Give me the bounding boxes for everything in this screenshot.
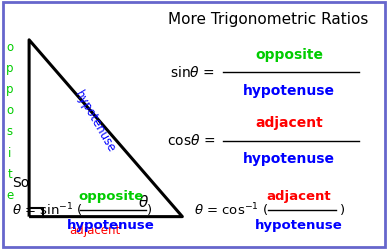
Text: $\theta$ = sin$^{-1}$ (: $\theta$ = sin$^{-1}$ (: [12, 202, 83, 219]
Text: $\theta$ = cos$^{-1}$ (: $\theta$ = cos$^{-1}$ (: [194, 202, 268, 219]
Text: $\theta$: $\theta$: [138, 194, 149, 210]
Text: p: p: [6, 83, 14, 96]
Text: t: t: [7, 168, 12, 181]
Text: hypotenuse: hypotenuse: [243, 84, 335, 98]
Text: adjacent: adjacent: [255, 116, 323, 130]
Text: o: o: [6, 41, 13, 54]
Text: e: e: [6, 189, 13, 202]
Text: hypotenuse: hypotenuse: [67, 219, 154, 232]
Text: cos$\theta$ =: cos$\theta$ =: [167, 133, 215, 148]
Text: hypotenuse: hypotenuse: [72, 89, 118, 155]
Text: adjacent: adjacent: [69, 224, 121, 237]
Text: opposite: opposite: [255, 48, 323, 62]
Text: opposite: opposite: [78, 190, 143, 203]
Text: o: o: [6, 104, 13, 117]
Text: ): ): [340, 204, 345, 217]
Text: So: So: [12, 176, 29, 190]
Text: i: i: [8, 147, 11, 160]
Text: sin$\theta$ =: sin$\theta$ =: [170, 65, 215, 80]
Text: hypotenuse: hypotenuse: [255, 219, 343, 232]
Text: s: s: [7, 125, 13, 138]
Text: More Trigonometric Ratios: More Trigonometric Ratios: [168, 12, 368, 27]
Text: adjacent: adjacent: [267, 190, 331, 203]
Text: hypotenuse: hypotenuse: [243, 152, 335, 166]
Text: p: p: [6, 62, 14, 75]
Text: ): ): [147, 204, 152, 217]
